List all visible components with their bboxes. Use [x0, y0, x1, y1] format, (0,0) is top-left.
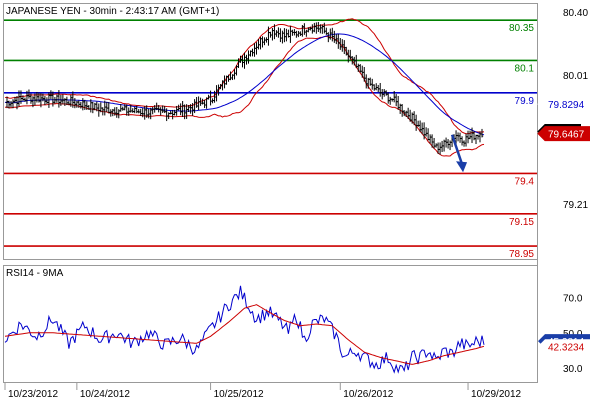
date-axis: 10/23/2012 10/24/2012 10/25/2012 10/26/2012… [4, 383, 522, 400]
level-label: 78.95 [509, 249, 534, 260]
price-axis-labels: 80.40 80.01 79.21 [563, 8, 588, 211]
horizontal-levels: 80.35 80.1 79.9 79.4 79.15 78.95 [4, 19, 537, 260]
rsi-series [4, 285, 485, 374]
arrow-head [456, 161, 468, 173]
rsi-panel-frame [3, 265, 538, 383]
price-tag-label: 79.8294 [548, 100, 585, 111]
rsi-tag-label: 42.3234 [548, 342, 585, 353]
price-tick-label: 80.01 [563, 71, 588, 82]
date-tick-label: 10/24/2012 [80, 389, 130, 400]
level-label: 79.4 [515, 176, 535, 187]
rsi-tick-label: 70.0 [563, 294, 583, 305]
rsi-tag-box [538, 339, 590, 354]
level-label: 80.1 [515, 63, 535, 74]
down-arrow-annotation [450, 134, 468, 173]
level-label: 79.9 [515, 96, 535, 107]
price-tag-box [537, 96, 590, 112]
rsi-tick-label: 30.0 [563, 364, 583, 375]
level-label: 80.35 [509, 23, 534, 34]
date-tick-label: 10/23/2012 [8, 389, 58, 400]
arrow-shaft [450, 134, 464, 165]
price-tick-label: 80.40 [563, 8, 588, 19]
rsi-ma-line [4, 304, 485, 365]
price-tick-label: 79.21 [563, 200, 588, 211]
price-panel-frame [3, 3, 538, 260]
rsi-value-tags: 45.281442.3234 [538, 334, 590, 354]
rsi-line [4, 285, 485, 374]
price-chart-title: JAPANESE YEN - 30min - 2:43:17 AM (GMT+1… [6, 6, 219, 17]
level-label: 79.15 [509, 217, 534, 228]
price-tag-label: 79.6467 [548, 130, 585, 141]
rsi-chart-title: RSI14 - 9MA [6, 268, 64, 279]
candlesticks [5, 21, 484, 155]
date-tick-label: 10/29/2012 [471, 389, 521, 400]
price-tag-box [537, 126, 590, 142]
date-tick-label: 10/25/2012 [214, 389, 264, 400]
date-tick-label: 10/26/2012 [343, 389, 393, 400]
